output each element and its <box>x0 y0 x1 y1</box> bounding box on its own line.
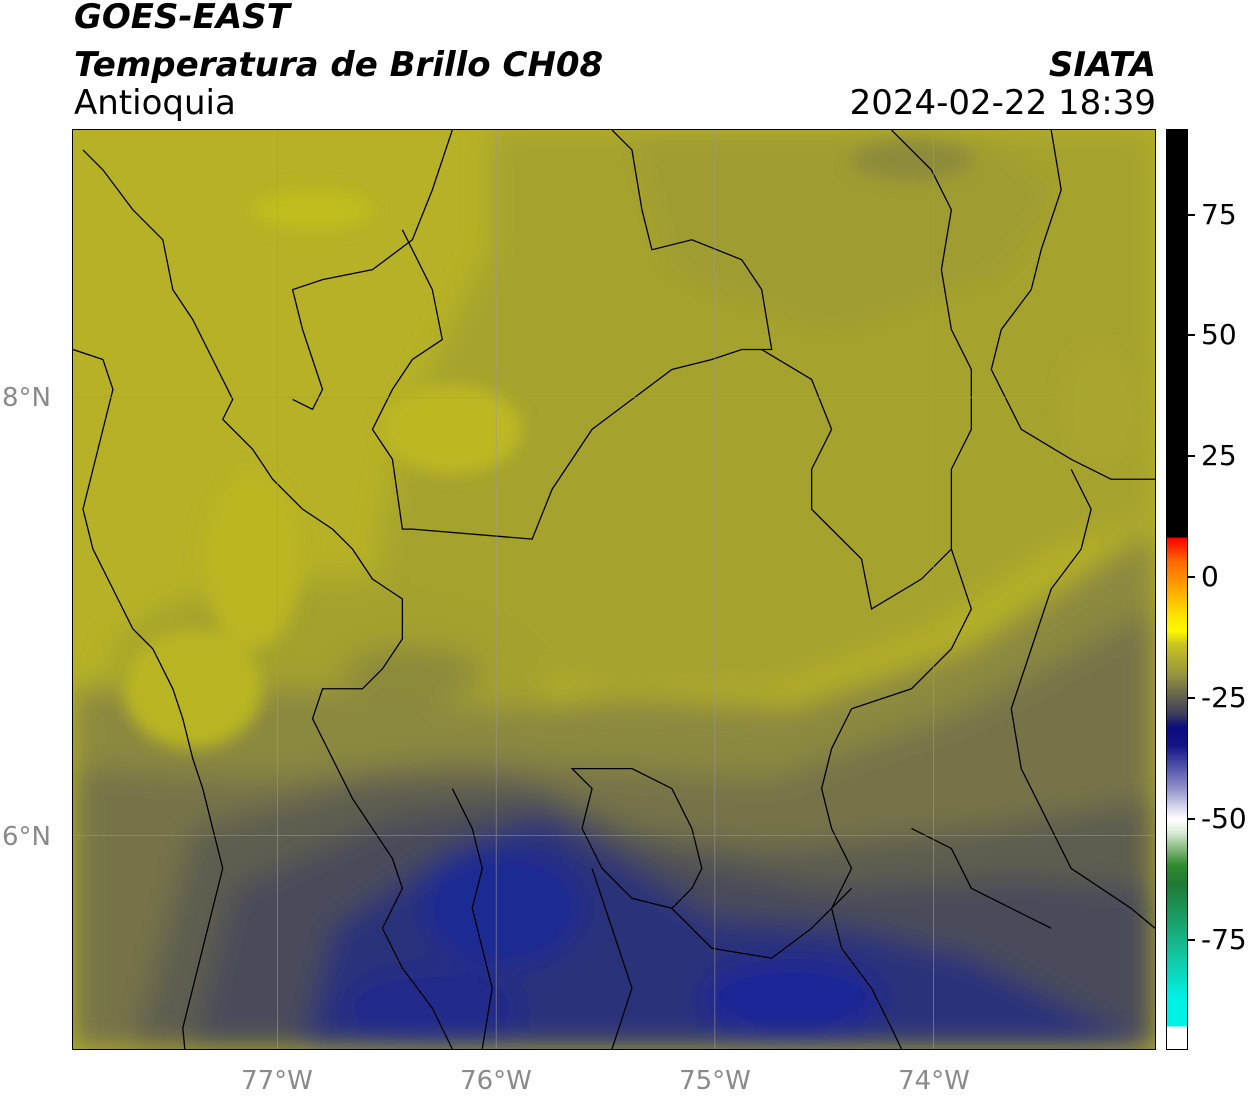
map-panel <box>72 129 1156 1050</box>
colorbar-label-0: 0 <box>1201 560 1219 593</box>
lon-label-74w: 74°W <box>898 1066 970 1096</box>
lon-label-76w: 76°W <box>460 1066 532 1096</box>
colorbar-label-75: 75 <box>1201 198 1237 231</box>
lat-label-6n: 6°N <box>2 822 51 852</box>
admin-line-9 <box>1010 468 1155 929</box>
lon-label-75w: 75°W <box>679 1066 751 1096</box>
colorbar-tick-25 <box>1187 455 1195 457</box>
field-details <box>122 139 1142 749</box>
colorbar-tick-0 <box>1187 576 1195 578</box>
coast-line-1 <box>82 149 453 1049</box>
admin-line-10 <box>911 827 1052 929</box>
map-svg <box>73 130 1155 1049</box>
admin-line-7 <box>671 887 853 959</box>
colorbar-tick-50 <box>1187 334 1195 336</box>
colorbar-tick-75 <box>1187 214 1195 216</box>
admin-line-4 <box>451 788 493 1049</box>
admin-line-2 <box>761 130 972 610</box>
coast-line-3 <box>291 130 453 411</box>
admin-line-5 <box>570 767 703 910</box>
colorbar-tick-minus25 <box>1187 697 1195 699</box>
admin-line-6 <box>591 868 633 1049</box>
colorbar-label-50: 50 <box>1201 318 1237 351</box>
admin-line-3 <box>820 548 973 1049</box>
graticule <box>73 130 1155 1049</box>
admin-line-1 <box>371 130 773 540</box>
temperature-field <box>73 130 1155 1049</box>
colorbar-tick-minus50 <box>1187 818 1195 820</box>
satellite-title: GOES-EAST <box>74 0 290 37</box>
agency-label: SIATA <box>1048 45 1156 85</box>
colorbar-label-minus75: -75 <box>1201 923 1247 956</box>
boundaries <box>73 130 1155 1049</box>
colorbar-label-minus25: -25 <box>1201 681 1247 714</box>
colorbar <box>1166 129 1188 1050</box>
lon-label-77w: 77°W <box>241 1066 313 1096</box>
region-label: Antioquia <box>74 83 236 123</box>
colorbar-label-minus50: -50 <box>1201 802 1247 835</box>
colorbar-label-25: 25 <box>1201 439 1237 472</box>
admin-line-8 <box>990 130 1155 480</box>
colorbar-tick-minus75 <box>1187 939 1195 941</box>
lat-label-8n: 8°N <box>2 383 51 413</box>
product-title: Temperatura de Brillo CH08 <box>74 45 604 85</box>
coast-line-2 <box>73 348 224 1049</box>
datetime-label: 2024-02-22 18:39 <box>849 83 1156 123</box>
